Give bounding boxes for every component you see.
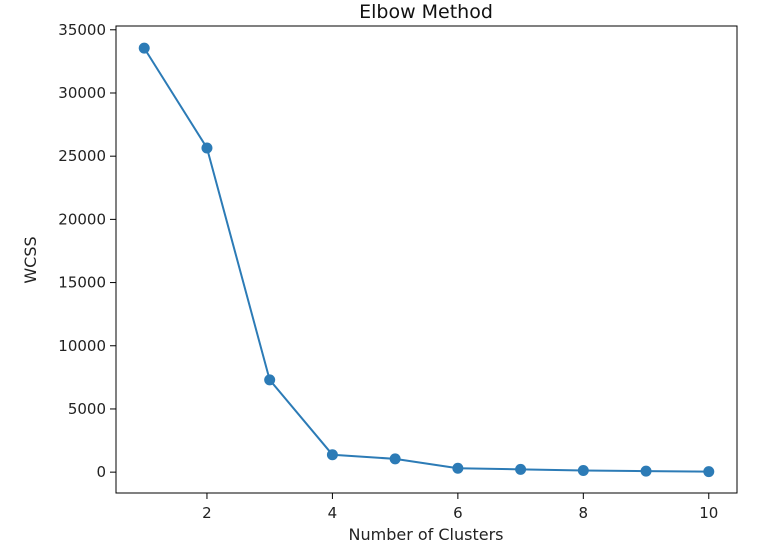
y-tick-label: 15000 <box>58 274 106 292</box>
y-tick-label: 20000 <box>58 210 106 228</box>
y-axis-label: WCSS <box>21 236 40 283</box>
data-point <box>201 142 213 154</box>
y-tick-label: 5000 <box>68 400 106 418</box>
plot-area-frame <box>115 25 738 494</box>
y-tick-label: 25000 <box>58 147 106 165</box>
data-point <box>389 453 401 465</box>
y-tick-label: 30000 <box>58 84 106 102</box>
x-axis-label: Number of Clusters <box>349 525 504 544</box>
data-point <box>703 466 715 478</box>
data-point <box>138 42 150 54</box>
x-tick-label: 10 <box>699 504 718 522</box>
data-point <box>264 374 276 386</box>
data-point <box>515 463 527 475</box>
data-point <box>326 449 338 461</box>
x-tick-label: 6 <box>453 504 463 522</box>
y-tick-label: 35000 <box>58 21 106 39</box>
y-tick-label: 0 <box>96 463 106 481</box>
chart-title: Elbow Method <box>359 1 493 23</box>
y-tick-label: 10000 <box>58 337 106 355</box>
x-tick-label: 4 <box>328 504 338 522</box>
series-layer <box>138 42 715 478</box>
y-axis-ticks: 0 5000 10000 15000 20000 25000 30000 35000 <box>58 21 116 481</box>
x-tick-label: 2 <box>202 504 212 522</box>
x-axis-ticks: 2 4 6 8 10 <box>202 493 718 522</box>
x-tick-label: 8 <box>579 504 589 522</box>
data-point <box>577 465 589 477</box>
data-point <box>640 465 652 477</box>
series-line <box>143 47 709 473</box>
data-point <box>452 462 464 474</box>
